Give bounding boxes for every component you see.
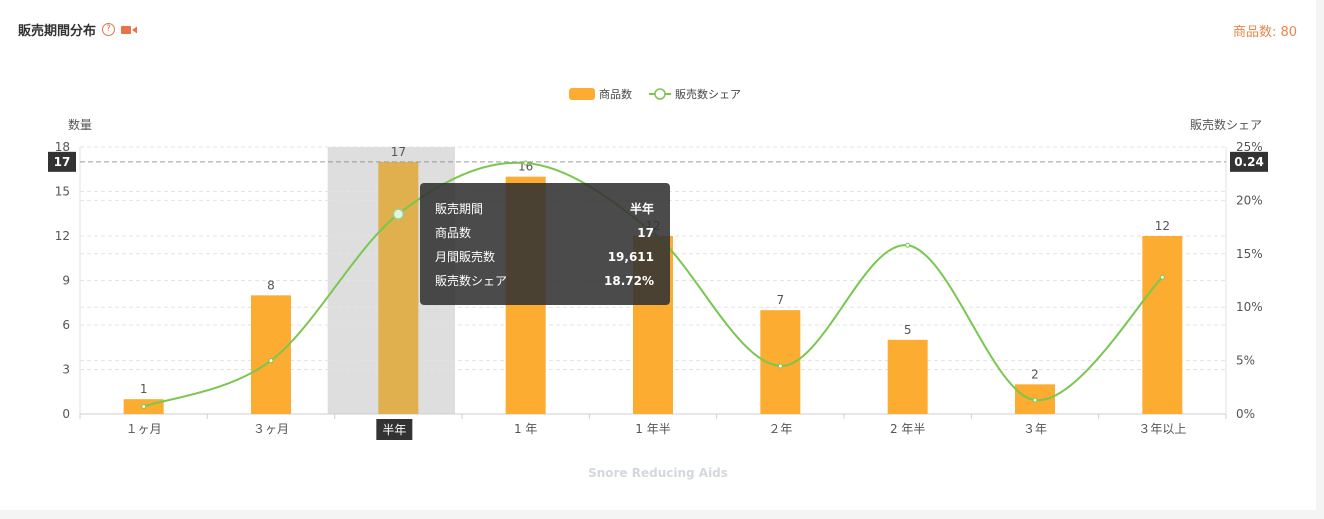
x-tick-label: 1 年半 — [635, 422, 670, 436]
bar-value-label: 8 — [267, 278, 275, 292]
pointer-left-badge — [48, 151, 76, 172]
tooltip-label: 販売期間 — [435, 202, 484, 216]
pointer-left-value: 17 — [54, 155, 71, 169]
share-point-active — [392, 208, 405, 220]
bar-value-label: 5 — [904, 323, 912, 337]
x-tick-label: 半年 — [382, 423, 406, 437]
legend-marker-share — [654, 88, 666, 100]
y-left-tick-label: 9 — [62, 274, 70, 288]
y-right-tick-label: 15% — [1236, 247, 1263, 261]
pointer-right-badge — [1230, 151, 1268, 172]
help-icon[interactable]: ? — [102, 23, 116, 36]
y-right-tick-label: 10% — [1236, 300, 1263, 314]
x-tick-label: ３年 — [1023, 422, 1047, 436]
legend-label-bar: 商品数 — [599, 87, 632, 101]
x-label-pointer-box — [376, 419, 413, 440]
tooltip-value: 半年 — [629, 202, 654, 216]
bar-value-label: 12 — [1155, 219, 1170, 233]
x-tick-label: 1 年 — [514, 422, 537, 436]
share-point — [905, 242, 911, 248]
share-point — [1159, 274, 1165, 280]
x-tick-label: ２年 — [768, 422, 792, 436]
bar — [887, 339, 928, 414]
share-line — [143, 161, 1164, 408]
y-right-tick-label: 0% — [1236, 407, 1255, 421]
share-point — [1032, 397, 1038, 403]
tooltip-label: 商品数 — [435, 226, 472, 240]
video-icon[interactable] — [121, 25, 138, 35]
y-axis-left-title: 数量 — [68, 117, 92, 132]
y-left-tick-label: 3 — [62, 363, 70, 377]
share-point — [268, 358, 274, 364]
pointer-right-value: 0.24 — [1234, 155, 1264, 169]
legend-swatch-bar — [569, 88, 595, 100]
bar-value-label: 1 — [140, 382, 148, 396]
y-left-tick-label: 18 — [55, 140, 70, 154]
y-right-tick-label: 5% — [1236, 354, 1255, 368]
x-tick-label: ３年以上 — [1138, 422, 1186, 436]
y-axis-right-title: 販売数シェア — [1190, 117, 1262, 132]
tooltip-value: 18.72% — [604, 274, 654, 288]
y-left-tick-label: 15 — [55, 185, 70, 199]
tooltip-row-share: 販売数シェア 18.72% — [435, 273, 654, 297]
panel-title: 販売期間分布 ? — [18, 20, 138, 39]
chart-panel: 販売期間分布 ? 商品数: 80 商品数 販売数シェア 数量 販売数シェア 0 3 6 9 12… — [0, 0, 1316, 510]
bar-value-label: 2 — [1031, 367, 1039, 381]
watermark: Snore Reducing Aids — [588, 466, 728, 480]
bar — [1142, 236, 1183, 414]
tooltip-row-monthly-sales: 月間販売数 19,611 — [435, 249, 654, 273]
share-point — [777, 363, 783, 369]
tooltip-value: 19,611 — [607, 250, 654, 264]
y-right-tick-label: 20% — [1236, 193, 1263, 207]
y-left-tick-label: 0 — [62, 407, 70, 421]
y-right-tick-label: 25% — [1236, 140, 1263, 154]
tooltip-value: 17 — [637, 226, 654, 240]
share-point — [141, 404, 147, 410]
x-tick-label: ３ヶ月 — [253, 422, 289, 436]
bar — [251, 295, 291, 414]
tooltip-row-count: 商品数 17 — [435, 225, 654, 249]
x-tick-label: １ヶ月 — [126, 422, 162, 436]
tooltip-row-period: 販売期間 半年 — [435, 201, 654, 225]
product-count: 商品数: 80 — [1232, 25, 1297, 40]
legend-label-share: 販売数シェア — [675, 88, 741, 101]
tooltip-label: 月間販売数 — [435, 250, 496, 264]
chart-tooltip: 販売期間 半年 商品数 17 月間販売数 19,611 販売数シェア 18.72… — [420, 183, 670, 305]
bar-value-label: 7 — [777, 293, 785, 307]
y-left-tick-label: 12 — [55, 229, 70, 243]
x-tick-label: 2 年半 — [890, 422, 925, 436]
y-left-tick-label: 6 — [62, 318, 70, 332]
bar-value-label: 17 — [391, 145, 406, 159]
tooltip-label: 販売数シェア — [435, 274, 508, 288]
title-text: 販売期間分布 — [18, 24, 97, 39]
bar — [378, 161, 419, 414]
